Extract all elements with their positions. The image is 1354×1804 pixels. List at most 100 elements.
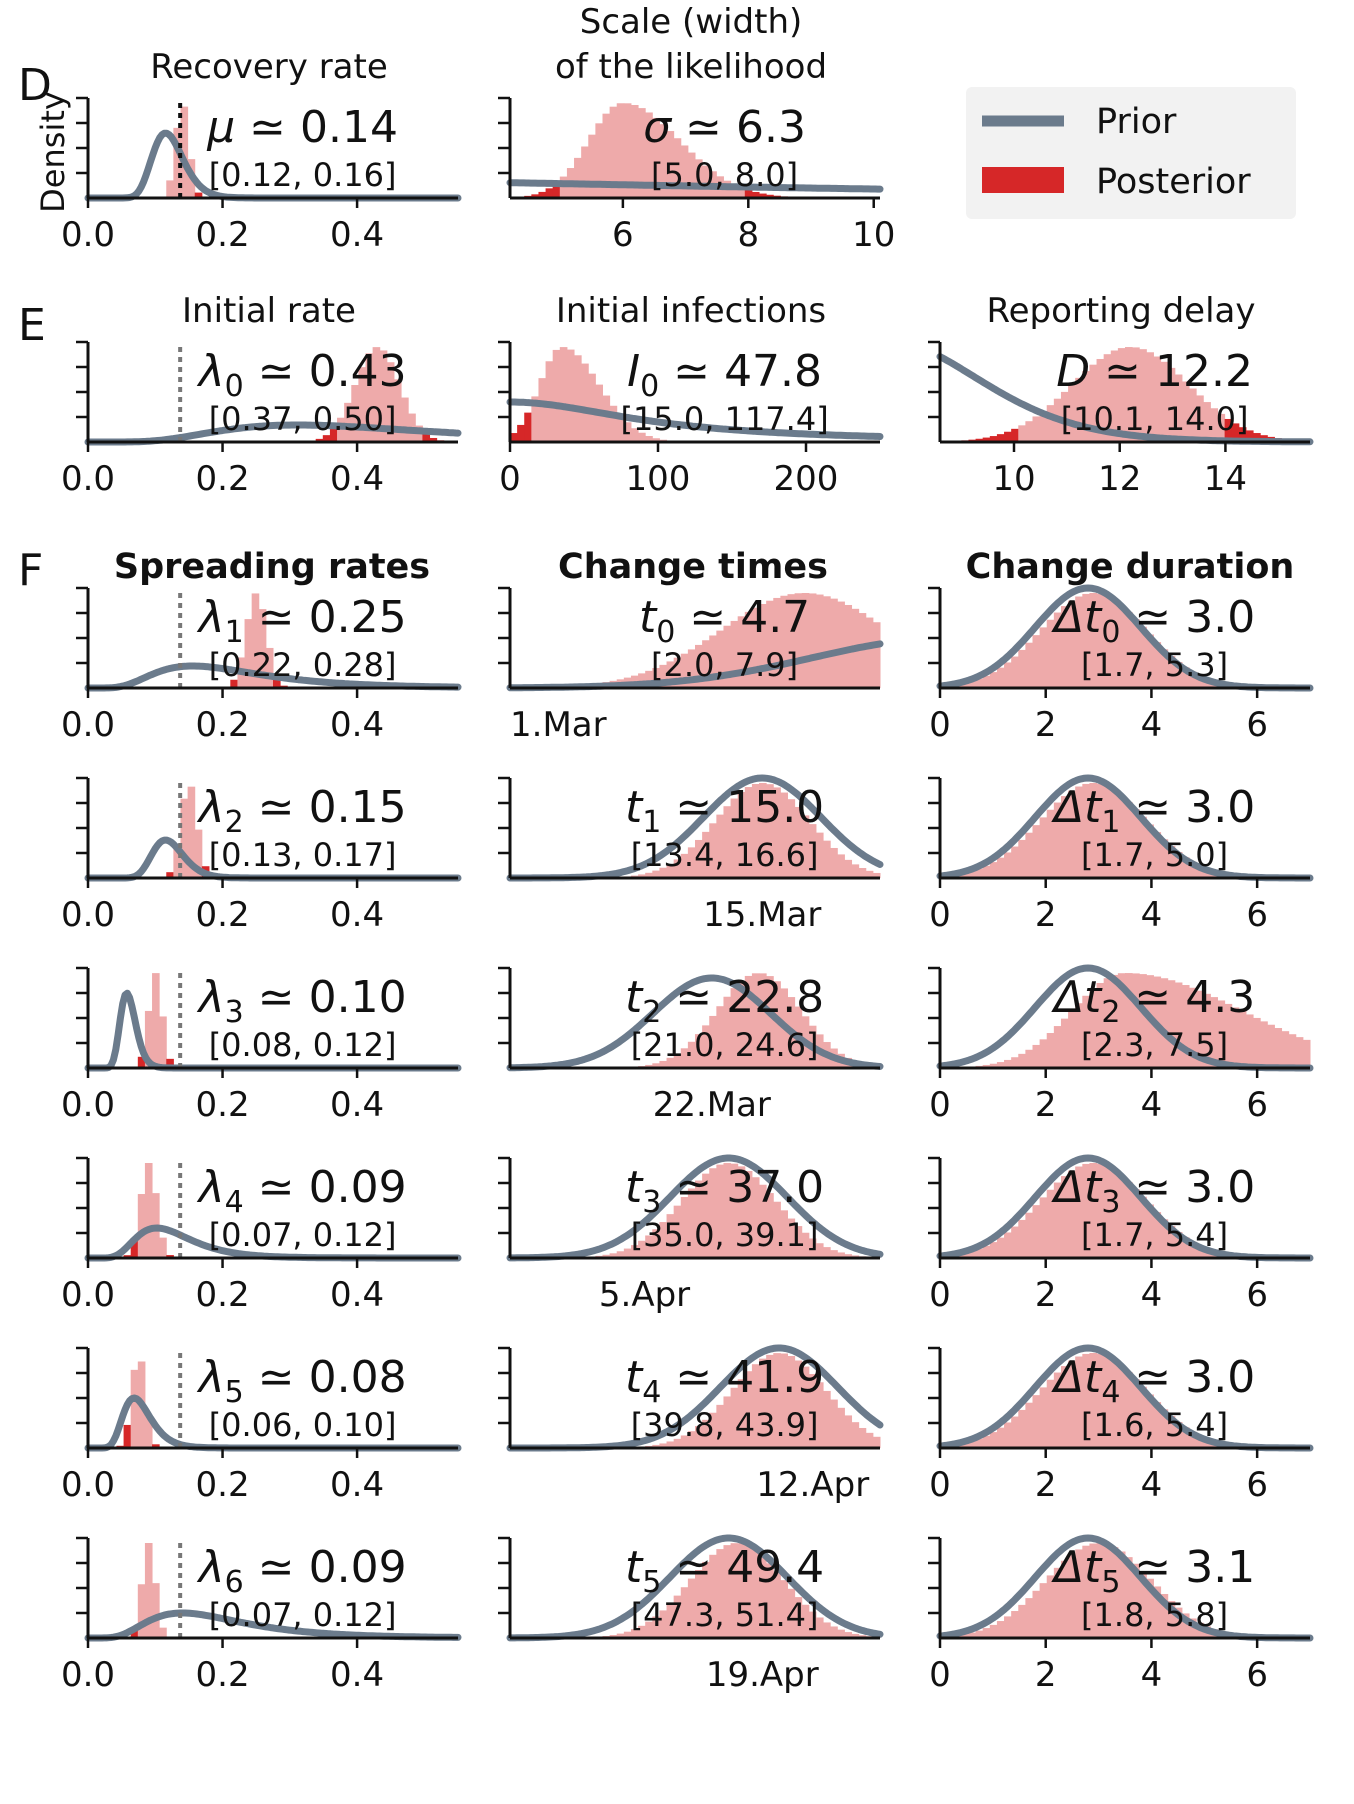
- posterior-bar: [1117, 1551, 1126, 1638]
- posterior-bar: [1060, 1176, 1069, 1258]
- posterior-bar: [1174, 982, 1183, 1068]
- posterior-bar: [1117, 1175, 1126, 1258]
- posterior-bar: [1096, 1543, 1105, 1638]
- posterior-bar: [766, 1193, 774, 1258]
- posterior-bar: [545, 188, 554, 198]
- posterior-bar: [602, 113, 611, 198]
- posterior-bar: [794, 1360, 803, 1448]
- posterior-bar: [1146, 634, 1154, 688]
- posterior-bar: [1160, 1593, 1169, 1638]
- posterior-bar: [1139, 816, 1147, 878]
- panel-title: of the likelihood: [555, 47, 827, 87]
- posterior-bar: [680, 653, 689, 688]
- estimate-label: t0 ≃ 4.7: [639, 592, 810, 650]
- posterior-bar: [823, 1390, 831, 1448]
- posterior-bar: [1046, 405, 1055, 442]
- posterior-bar: [673, 859, 682, 878]
- posterior-bar: [1025, 642, 1033, 688]
- panel-title: Initial rate: [182, 291, 356, 331]
- posterior-bar: [358, 367, 366, 442]
- posterior-bar: [1139, 1386, 1147, 1448]
- posterior-bar: [773, 597, 781, 688]
- x-tick-label: 0.0: [61, 1655, 115, 1695]
- posterior-bar: [559, 176, 568, 198]
- posterior-bar: [1046, 809, 1055, 878]
- figure-labels: D E F Density Spreading rates Change tim…: [18, 60, 1294, 596]
- posterior-bar: [630, 104, 639, 198]
- estimate-symbol: I: [627, 346, 640, 397]
- posterior-bar: [751, 1550, 760, 1638]
- x-tick-label: 0.0: [61, 459, 115, 499]
- posterior-bar: [702, 1025, 710, 1068]
- credible-interval: [10.1, 14.0]: [1061, 400, 1249, 438]
- posterior-bar: [982, 1064, 991, 1068]
- posterior-bar: [794, 806, 803, 878]
- estimate-label: Δt2 ≃ 4.3: [1051, 972, 1255, 1030]
- posterior-bar: [702, 165, 710, 198]
- posterior-bar: [794, 1226, 803, 1258]
- posterior-bar: [1018, 425, 1026, 442]
- posterior-bar: [759, 973, 767, 1068]
- posterior-bar: [1153, 1402, 1162, 1448]
- estimate-value: 37.0: [726, 1162, 824, 1213]
- posterior-bar: [773, 981, 781, 1068]
- estimate-approx: ≃: [244, 1162, 309, 1213]
- posterior-bar: [652, 668, 660, 688]
- posterior-bar: [730, 184, 739, 198]
- posterior-bar: [595, 123, 603, 198]
- posterior-bar: [1053, 1372, 1062, 1448]
- posterior-bar: [975, 1248, 984, 1258]
- posterior-bar: [666, 1214, 675, 1258]
- posterior-bar: [1060, 1018, 1069, 1068]
- posterior-bar: [130, 1238, 139, 1258]
- posterior-bar: [1224, 1003, 1233, 1068]
- posterior-bar: [1011, 656, 1019, 688]
- posterior-bar: [794, 593, 803, 688]
- posterior-bar: [616, 1251, 625, 1258]
- posterior-bar: [1125, 1557, 1133, 1638]
- posterior-bar: [975, 678, 984, 688]
- posterior-bar: [787, 594, 796, 688]
- estimate-approx: ≃: [675, 592, 740, 643]
- posterior-bar: [1189, 388, 1197, 442]
- posterior-bar: [1068, 1010, 1076, 1068]
- estimate-symbol: Δt: [1051, 1352, 1103, 1403]
- row-label-d: D: [18, 60, 52, 111]
- posterior-bar: [337, 417, 345, 442]
- estimate-symbol: t: [625, 1162, 644, 1213]
- posterior-bar: [766, 784, 774, 878]
- posterior-bar: [716, 1006, 724, 1068]
- posterior-bar: [1196, 1435, 1204, 1448]
- prior-curve: [506, 1154, 884, 1262]
- x-tick-label: 2: [1035, 1275, 1057, 1315]
- posterior-bar: [652, 438, 660, 442]
- posterior-bar: [1103, 786, 1112, 878]
- estimate-approx: ≃: [244, 782, 309, 833]
- credible-interval: [1.7, 5.4]: [1081, 1216, 1228, 1254]
- posterior-bar: [645, 872, 653, 878]
- posterior-bar: [652, 1444, 660, 1448]
- posterior-bar: [144, 1010, 153, 1068]
- estimate-approx: ≃: [1120, 1542, 1185, 1593]
- posterior-bar: [1174, 1231, 1183, 1258]
- posterior-bar: [723, 1396, 732, 1448]
- panel-title: Recovery rate: [150, 47, 388, 87]
- posterior-bar: [1011, 1226, 1019, 1258]
- posterior-bar: [737, 616, 746, 688]
- posterior-bar: [1160, 1219, 1169, 1258]
- posterior-bar: [1004, 1232, 1012, 1258]
- posterior-bar: [1125, 973, 1133, 1068]
- posterior-bar: [989, 436, 998, 442]
- x-tick-label: 6: [1246, 1275, 1268, 1315]
- posterior-bar: [823, 840, 831, 878]
- posterior-bar: [1189, 1241, 1197, 1258]
- posterior-bar: [1110, 1170, 1119, 1258]
- estimate-value: 3.0: [1185, 1352, 1255, 1403]
- panel-title: Reporting delay: [987, 291, 1256, 331]
- row-label-f: F: [18, 545, 43, 596]
- posterior-bar: [574, 157, 582, 198]
- prior-curve: [506, 398, 884, 440]
- posterior-bar: [538, 191, 547, 198]
- posterior-bar: [815, 832, 824, 878]
- estimate-subscript: 2: [642, 995, 661, 1030]
